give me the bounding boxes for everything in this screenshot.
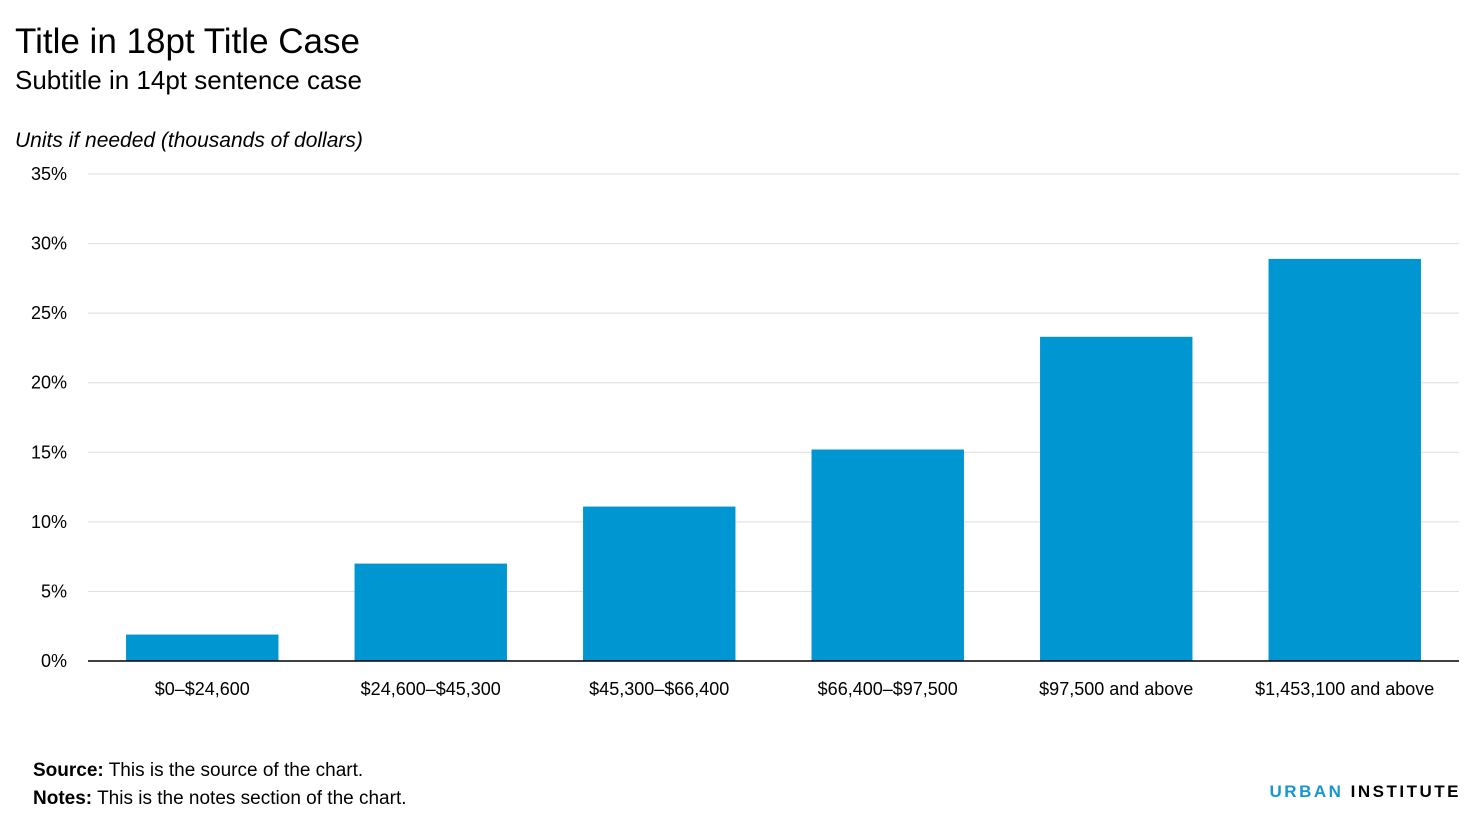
bar xyxy=(583,506,736,661)
notes-label: Notes: xyxy=(33,788,93,809)
x-tick-label: $66,400–$97,500 xyxy=(818,679,958,699)
y-tick-label: 25% xyxy=(31,303,67,323)
y-tick-label: 10% xyxy=(31,512,67,532)
bar xyxy=(126,634,279,661)
x-tick-label: $1,453,100 and above xyxy=(1255,679,1434,699)
y-tick-label: 0% xyxy=(41,651,67,671)
urban-institute-logo: URBAN INSTITUTE xyxy=(1270,782,1461,802)
x-tick-label: $97,500 and above xyxy=(1039,679,1193,699)
source-label: Source: xyxy=(33,760,104,781)
y-tick-label: 30% xyxy=(31,234,67,254)
chart-subtitle: Subtitle in 14pt sentence case xyxy=(15,65,362,95)
x-tick-label: $0–$24,600 xyxy=(155,679,250,699)
notes-text: This is the notes section of the chart. xyxy=(97,788,407,809)
logo-institute: INSTITUTE xyxy=(1350,782,1461,801)
source-text: This is the source of the chart. xyxy=(108,760,364,781)
x-axis-ticks: $0–$24,600 $24,600–$45,300 $45,300–$66,400… xyxy=(155,679,1435,699)
y-tick-label: 15% xyxy=(31,442,67,462)
bar xyxy=(811,449,964,661)
chart-title: Title in 18pt Title Case xyxy=(15,22,360,61)
units-label: Units if needed (thousands of dollars) xyxy=(15,129,363,152)
notes-note: Notes: This is the notes section of the … xyxy=(33,787,407,811)
grid-lines xyxy=(88,173,1459,592)
bar xyxy=(1268,258,1421,661)
bar xyxy=(1040,336,1193,661)
x-tick-label: $45,300–$66,400 xyxy=(589,679,729,699)
y-tick-label: 20% xyxy=(31,373,67,393)
logo-urban: URBAN xyxy=(1269,782,1344,801)
source-note: Source: This is the source of the chart. xyxy=(33,759,363,783)
y-tick-label: 35% xyxy=(31,164,67,184)
bar xyxy=(354,563,507,661)
x-tick-label: $24,600–$45,300 xyxy=(361,679,501,699)
y-tick-label: 5% xyxy=(41,581,67,601)
bars xyxy=(126,258,1421,661)
y-axis-ticks: 0% 5% 10% 15% 20% 25% 30% 35% xyxy=(31,164,67,671)
